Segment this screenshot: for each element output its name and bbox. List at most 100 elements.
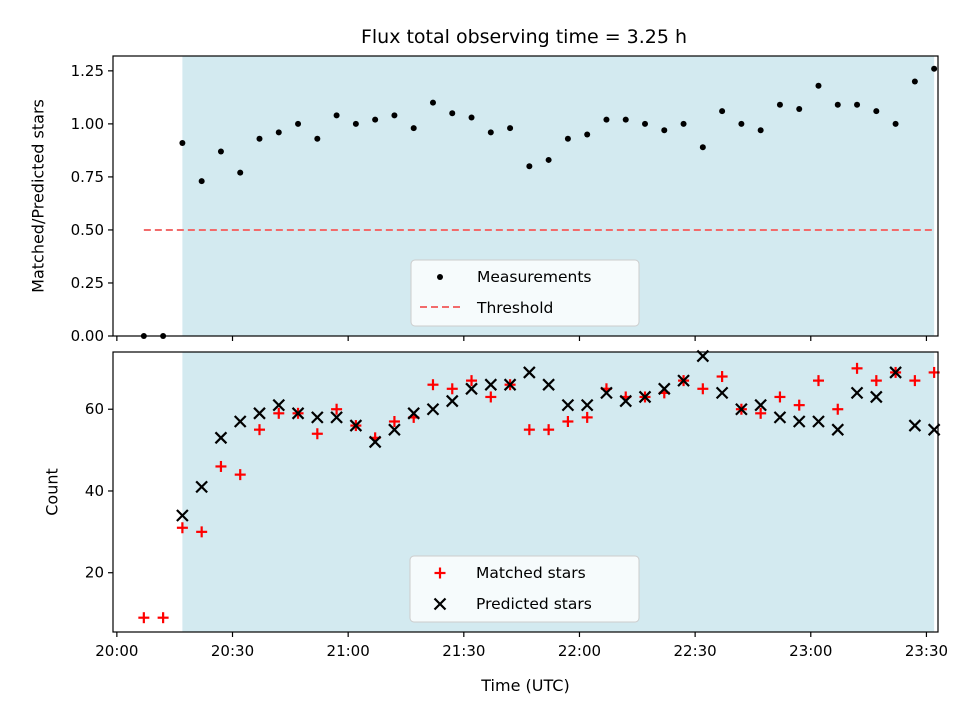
cross-stroke — [850, 386, 864, 400]
cross-stroke — [792, 415, 806, 428]
bottom-x-tick-label: 22:00 — [558, 642, 601, 660]
cross-stroke — [311, 411, 324, 424]
measurement-point — [372, 116, 379, 123]
bottom-legend-box — [409, 555, 640, 623]
matched-star-point — [215, 460, 227, 472]
top-y-tick-label: 0.00 — [71, 327, 104, 345]
measurement-point — [911, 78, 918, 85]
measurement-point — [314, 135, 321, 142]
legend-measurements-marker — [437, 274, 443, 280]
predicted-star-point — [715, 386, 729, 400]
matched-star-point — [832, 403, 844, 415]
chart-title: Flux total observing time = 3.25 h — [361, 26, 687, 48]
measurement-point — [410, 125, 417, 132]
cross-stroke — [870, 390, 883, 404]
measurement-point — [661, 127, 668, 134]
predicted-star-point — [792, 415, 806, 428]
cross-stroke — [233, 415, 247, 428]
predicted-star-point — [561, 398, 575, 412]
top-y-tick-label: 0.75 — [71, 168, 104, 186]
top-y-ticks: 0.00 0.25 0.50 0.75 1.00 1.25 — [71, 62, 113, 345]
predicted-star-point — [311, 411, 324, 424]
legend-cross — [433, 597, 447, 611]
top-legend: Measurements Threshold — [410, 259, 640, 327]
bottom-x-tick-label: 23:00 — [789, 642, 832, 660]
predicted-star-point — [735, 402, 748, 416]
predicted-star-point — [658, 382, 671, 396]
bottom-x-tick-label: 21:30 — [442, 642, 485, 660]
cross-stroke — [368, 435, 382, 449]
predicted-star-point — [176, 509, 189, 522]
predicted-star-point — [195, 480, 208, 494]
predicted-star-point — [638, 390, 652, 404]
matched-star-point — [466, 375, 478, 387]
measurement-point — [333, 112, 340, 119]
predicted-star-point — [407, 407, 420, 420]
cross-stroke — [735, 402, 748, 416]
bottom-x-tick-label: 20:00 — [95, 642, 138, 660]
measurement-point — [931, 65, 938, 72]
legend-plus — [434, 567, 446, 579]
cross-stroke — [658, 382, 671, 396]
predicted-star-point — [253, 407, 266, 420]
cross-stroke — [503, 378, 517, 391]
matched-star-point — [755, 407, 767, 419]
predicted-stars-points — [176, 349, 941, 522]
measurement-point — [526, 163, 533, 170]
measurement-point — [892, 120, 899, 127]
legend-predicted-marker — [433, 597, 447, 611]
bottom-panel: 20 40 60 20:00 20:30 21:00 21:30 22:00 22:30 23:… — [43, 349, 948, 695]
measurement-point — [545, 156, 552, 163]
matched-star-point — [196, 526, 208, 538]
matched-star-point — [427, 379, 439, 391]
matched-star-point — [851, 362, 863, 374]
matched-star-point — [793, 399, 805, 411]
x-axis-label: Time (UTC) — [480, 676, 569, 695]
top-y-tick-label: 1.25 — [71, 62, 104, 80]
predicted-star-point — [754, 398, 767, 412]
legend-threshold-label: Threshold — [476, 299, 553, 317]
predicted-star-point — [233, 415, 247, 428]
bottom-y-axis-label: Count — [43, 468, 62, 516]
matched-star-point — [253, 424, 265, 436]
predicted-star-point — [272, 398, 286, 412]
cross-stroke — [272, 398, 286, 412]
top-y-tick-label: 0.50 — [71, 221, 104, 239]
measurement-point — [198, 178, 205, 185]
cross-stroke — [349, 419, 363, 432]
measurement-point — [584, 131, 591, 138]
cross-stroke — [542, 378, 555, 391]
cross-stroke — [291, 407, 305, 420]
predicted-star-point — [600, 386, 613, 400]
cross-stroke — [561, 398, 575, 412]
bottom-axes-frame — [112, 351, 939, 633]
bottom-y-tick-label: 60 — [85, 400, 104, 418]
measurement-point — [564, 135, 571, 142]
predicted-star-point — [388, 423, 401, 436]
cross-stroke — [388, 423, 401, 436]
bottom-x-tick-label: 22:30 — [674, 642, 717, 660]
cross-stroke — [889, 366, 902, 379]
measurement-point — [699, 144, 706, 151]
predicted-star-point — [542, 378, 555, 391]
matched-star-point — [485, 391, 497, 403]
cross-stroke — [831, 423, 845, 436]
cross-stroke — [754, 398, 767, 412]
legend-predicted-label: Predicted stars — [476, 595, 592, 613]
measurement-point — [179, 139, 186, 146]
measurement-point — [468, 114, 475, 121]
measurement-point — [757, 127, 764, 134]
cross-stroke — [445, 394, 459, 408]
cross-stroke — [433, 597, 447, 611]
measurement-point — [796, 106, 803, 113]
top-legend-box — [410, 259, 640, 327]
measurement-point — [854, 101, 861, 108]
cross-stroke — [484, 378, 498, 391]
matched-star-point — [157, 612, 169, 624]
cross-stroke — [176, 509, 189, 522]
matched-star-point — [909, 375, 921, 387]
predicted-star-point — [484, 378, 498, 391]
cross-stroke — [330, 411, 343, 424]
predicted-star-point — [831, 423, 845, 436]
